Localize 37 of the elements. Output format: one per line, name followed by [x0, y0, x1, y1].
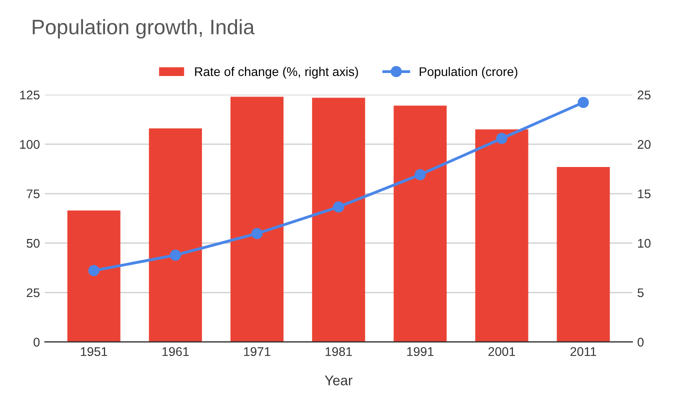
- y2-tick-label: 20: [638, 140, 651, 149]
- y-tick-label: 0: [34, 338, 40, 347]
- y2-tick-label: 5: [638, 288, 644, 298]
- point: [578, 96, 589, 108]
- x-tick-label: 2011: [570, 347, 596, 356]
- point: [414, 169, 426, 180]
- bar: [230, 96, 284, 342]
- point: [251, 228, 263, 240]
- x-tick-label: 1951: [80, 347, 108, 356]
- x-axis-title: Year: [324, 376, 352, 386]
- y2-tick-label: 10: [638, 238, 651, 248]
- point: [333, 201, 344, 212]
- y2-tick-label: 25: [638, 90, 651, 100]
- y-tick-label: 25: [26, 288, 40, 298]
- y-tick-label: 50: [26, 238, 40, 248]
- y-tick-label: 100: [20, 140, 40, 149]
- point: [496, 132, 508, 144]
- legend-label: Population (crore): [420, 66, 518, 79]
- point: [88, 265, 100, 276]
- legend-label: Rate of change (%, right axis): [195, 66, 358, 79]
- bar: [148, 128, 202, 342]
- y-tick-label: 125: [20, 90, 40, 100]
- y2-tick-label: 0: [638, 338, 644, 347]
- x-tick-label: 1961: [162, 347, 189, 356]
- x-tick-label: 2001: [488, 347, 516, 356]
- bar: [394, 106, 447, 342]
- bar: [312, 98, 366, 342]
- bar: [67, 210, 120, 342]
- x-tick-label: 1991: [407, 347, 434, 356]
- x-tick-label: 1981: [326, 347, 352, 356]
- bar: [556, 166, 610, 342]
- point: [170, 250, 181, 261]
- y-tick-label: 75: [26, 190, 40, 198]
- x-tick-label: 1971: [244, 347, 270, 356]
- chart-title: Population growth, India: [32, 19, 255, 39]
- bar: [475, 129, 528, 342]
- y2-tick-label: 15: [638, 190, 651, 198]
